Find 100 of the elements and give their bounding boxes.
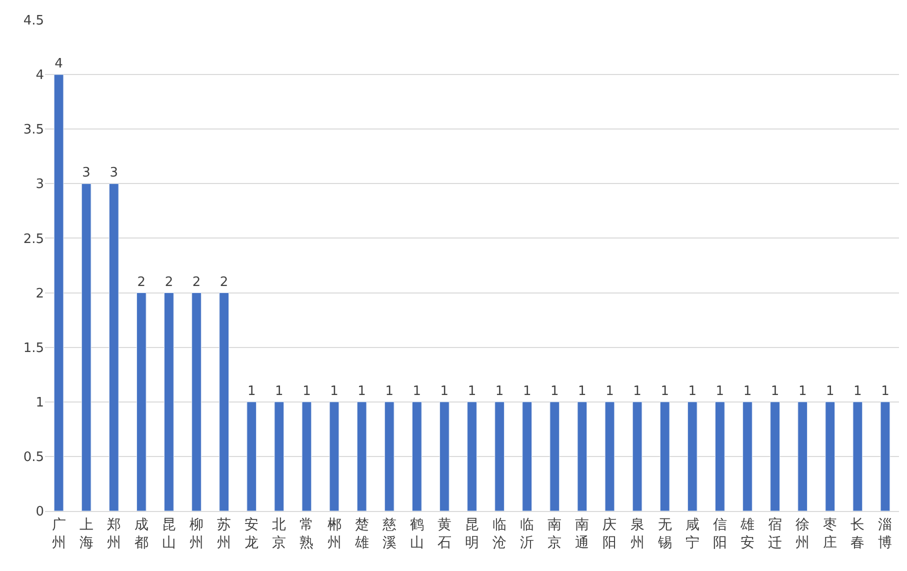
y-tick-label: 0 — [36, 504, 44, 520]
y-tick-label: 4.5 — [23, 14, 44, 29]
data-label: 1 — [385, 384, 394, 399]
data-label: 1 — [412, 384, 422, 399]
bar — [604, 402, 615, 511]
x-tick-label: 柳州 — [190, 516, 204, 551]
data-label: 2 — [137, 274, 146, 290]
bar — [54, 74, 64, 511]
bar — [274, 402, 284, 511]
bar — [660, 402, 670, 511]
x-tick-label: 北京 — [272, 516, 286, 551]
x-tick-label: 枣庄 — [823, 516, 838, 551]
y-tick-label: 3 — [36, 177, 44, 192]
bar — [880, 402, 890, 511]
x-tick-label: 昆山 — [162, 516, 176, 551]
data-label: 1 — [606, 384, 614, 399]
bar — [356, 402, 367, 511]
data-label: 1 — [275, 384, 284, 399]
bar — [467, 402, 477, 511]
x-tick-label: 楚雄 — [354, 516, 369, 551]
data-label: 1 — [881, 384, 890, 399]
bar — [246, 402, 257, 511]
bar — [219, 292, 229, 511]
x-tick-label: 鹤山 — [410, 516, 424, 551]
data-label: 1 — [468, 384, 476, 399]
x-tick-label: 临沂 — [520, 516, 534, 551]
data-label: 2 — [220, 274, 228, 290]
y-tick-label: 2.5 — [23, 232, 44, 247]
bar — [550, 402, 560, 511]
bar — [715, 402, 725, 511]
x-tick-label: 上海 — [79, 516, 94, 551]
x-tick-label: 徐州 — [796, 516, 810, 551]
x-tick-label: 宿迁 — [768, 516, 782, 551]
x-tick-label: 信阳 — [712, 516, 727, 551]
x-tick-label: 长春 — [850, 516, 865, 551]
x-tick-label: 苏州 — [217, 516, 232, 551]
x-tick-label: 无锡 — [656, 516, 672, 551]
data-label: 1 — [743, 384, 752, 399]
data-label: 1 — [688, 384, 697, 399]
bar — [412, 402, 422, 511]
x-tick-label: 安龙 — [244, 516, 259, 551]
data-label: 4 — [54, 56, 63, 72]
data-label: 1 — [716, 384, 724, 399]
x-tick-label: 临沧 — [492, 516, 507, 551]
bar — [742, 402, 752, 511]
data-label: 1 — [854, 384, 862, 399]
x-tick-label: 常熟 — [300, 516, 314, 551]
data-label: 2 — [192, 274, 201, 290]
x-tick-label: 南京 — [548, 516, 562, 551]
x-tick-label: 南通 — [575, 516, 590, 551]
data-label: 1 — [660, 384, 669, 399]
data-label: 3 — [82, 166, 90, 181]
bar — [440, 402, 450, 511]
data-label: 1 — [522, 384, 532, 399]
bar — [164, 292, 174, 511]
data-label: 2 — [164, 274, 174, 290]
data-label: 1 — [302, 384, 311, 399]
bar — [136, 292, 146, 511]
y-tick-label: 1 — [36, 395, 44, 410]
y-tick-label: 4 — [36, 68, 44, 84]
bar — [852, 402, 863, 511]
bar — [632, 402, 642, 511]
bar — [577, 402, 588, 511]
bar — [687, 402, 698, 511]
x-tick-label: 成都 — [134, 516, 148, 551]
bar — [798, 402, 808, 511]
bar — [192, 292, 202, 511]
bar — [522, 402, 532, 511]
y-tick-label: 0.5 — [23, 450, 44, 465]
data-label: 1 — [770, 384, 780, 399]
y-tick-label: 1.5 — [23, 340, 44, 356]
bar — [81, 183, 92, 511]
data-label: 1 — [247, 384, 256, 399]
x-tick-label: 慈溪 — [381, 516, 396, 551]
data-label: 1 — [495, 384, 504, 399]
x-tick-label: 广州 — [52, 516, 66, 551]
data-label: 1 — [633, 384, 642, 399]
bar — [108, 183, 119, 511]
y-tick-label: 3.5 — [23, 122, 44, 138]
x-tick-label: 泉州 — [630, 516, 644, 551]
x-tick-label: 郴州 — [327, 516, 342, 551]
x-tick-label: 庆阳 — [602, 516, 617, 551]
bar — [329, 402, 340, 511]
x-tick-label: 咸宁 — [685, 516, 700, 551]
x-tick-label: 淄博 — [878, 516, 892, 551]
x-tick-label: 昆明 — [465, 516, 479, 551]
x-tick-label: 郑州 — [106, 516, 121, 551]
data-label: 1 — [826, 384, 834, 399]
bar — [825, 402, 836, 511]
bar — [384, 402, 394, 511]
data-label: 1 — [798, 384, 807, 399]
data-label: 1 — [440, 384, 449, 399]
data-label: 1 — [358, 384, 366, 399]
x-tick-label: 黄石 — [437, 516, 452, 551]
data-label: 3 — [110, 166, 118, 181]
data-label: 1 — [550, 384, 559, 399]
y-tick-label: 2 — [36, 286, 44, 302]
bar — [494, 402, 504, 511]
bar — [770, 402, 780, 511]
data-label: 1 — [330, 384, 338, 399]
